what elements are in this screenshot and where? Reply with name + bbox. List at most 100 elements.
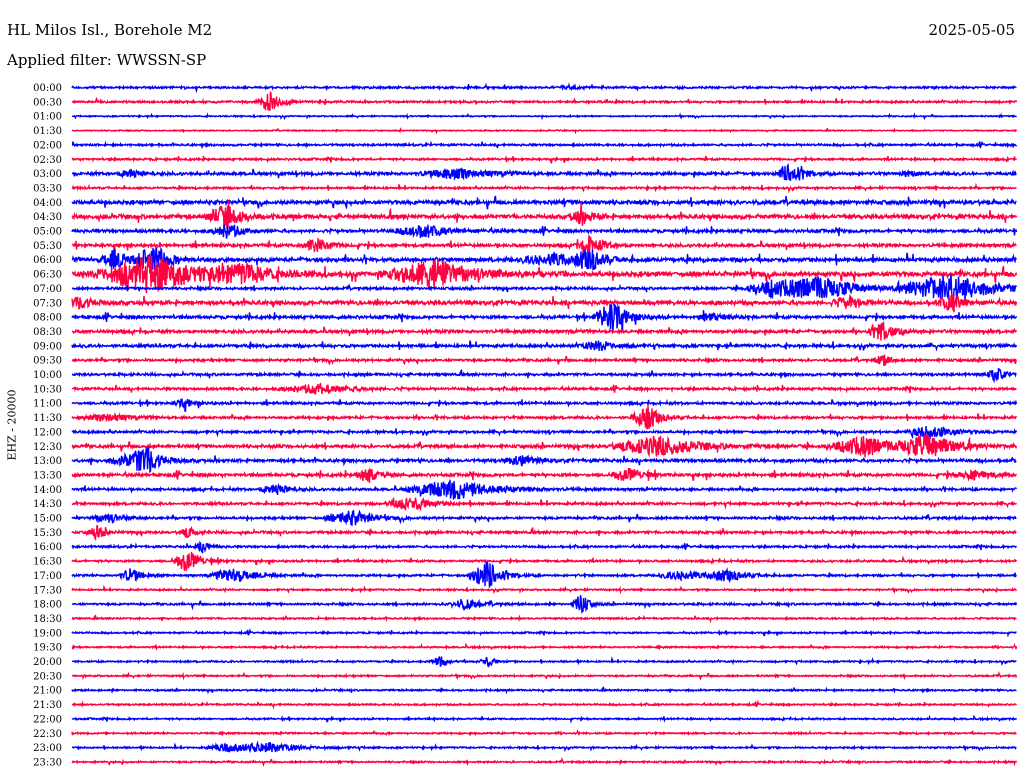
trace-row — [71, 496, 1018, 512]
row-time-label: 01:00 — [33, 112, 62, 123]
trace-row — [71, 509, 1017, 526]
trace-row — [71, 425, 1018, 440]
row-time-label: 16:00 — [33, 542, 62, 553]
trace-row — [72, 162, 1017, 182]
row-time-label: 07:30 — [33, 298, 62, 309]
trace-row — [71, 368, 1017, 384]
trace-row — [71, 224, 1018, 239]
trace-row — [71, 595, 1018, 614]
row-time-label: 05:00 — [33, 227, 62, 238]
row-time-label: 21:00 — [33, 686, 62, 697]
trace-row — [71, 584, 1017, 595]
row-time-label: 10:30 — [33, 384, 62, 395]
row-time-label: 12:30 — [33, 442, 62, 453]
trace-row — [71, 293, 1018, 313]
trace-row — [71, 140, 1018, 150]
trace-row — [71, 479, 1018, 500]
row-time-label: 14:30 — [33, 499, 62, 510]
trace-row — [71, 714, 1018, 724]
trace-row — [71, 728, 1017, 737]
row-time-label: 11:00 — [33, 399, 62, 410]
trace-row — [71, 340, 1018, 352]
row-time-label: 04:30 — [33, 212, 62, 223]
trace-row — [71, 540, 1018, 554]
row-time-label: 03:30 — [33, 183, 62, 194]
trace-row — [71, 235, 1017, 254]
row-time-label: 15:30 — [33, 528, 62, 539]
trace-row — [71, 551, 1018, 572]
trace-row — [71, 524, 1017, 542]
row-time-label: 20:30 — [33, 671, 62, 682]
row-time-label: 18:30 — [33, 614, 62, 625]
trace-row — [71, 740, 1017, 754]
row-time-label: 06:30 — [33, 270, 62, 281]
date-label: 2025-05-05 — [928, 21, 1015, 39]
row-time-label: 06:00 — [33, 255, 62, 266]
trace-row — [71, 642, 1018, 652]
trace-row — [71, 321, 1018, 341]
row-time-label: 17:00 — [33, 571, 62, 582]
row-time-label: 13:30 — [33, 470, 62, 481]
trace-row — [71, 255, 1018, 294]
trace-row — [71, 627, 1017, 638]
row-time-label: 19:30 — [33, 643, 62, 654]
trace-row — [71, 303, 1018, 331]
trace-row — [71, 112, 1017, 121]
row-time-label: 21:30 — [33, 700, 62, 711]
trace-row — [71, 354, 1017, 367]
trace-row — [71, 195, 1017, 210]
row-time-label: 00:30 — [33, 97, 62, 108]
row-time-label: 12:00 — [33, 427, 62, 438]
row-time-label: 18:00 — [33, 600, 62, 611]
row-time-label: 20:00 — [33, 657, 62, 668]
trace-row — [71, 467, 1018, 483]
filter-label: Applied filter: WWSSN-SP — [7, 51, 207, 69]
trace-row — [71, 434, 1018, 458]
row-time-label: 17:30 — [33, 585, 62, 596]
trace-row — [71, 561, 1017, 588]
row-time-label: 08:30 — [33, 327, 62, 338]
trace-row — [71, 405, 1017, 430]
trace-row — [71, 127, 1018, 135]
row-time-label: 01:30 — [33, 126, 62, 137]
row-time-label: 14:00 — [33, 485, 62, 496]
row-time-label: 23:30 — [33, 757, 62, 768]
trace-row — [71, 91, 1018, 112]
trace-row — [71, 756, 1018, 767]
row-time-label: 09:00 — [33, 341, 62, 352]
trace-row — [71, 182, 1017, 194]
trace-row — [71, 155, 1018, 164]
trace-row — [71, 274, 1018, 305]
station-title: HL Milos Isl., Borehole M2 — [7, 21, 213, 39]
row-time-label: 15:00 — [33, 514, 62, 525]
row-time-label: 05:30 — [33, 241, 62, 252]
trace-row — [71, 82, 1017, 94]
row-time-label: 09:30 — [33, 356, 62, 367]
row-time-label: 02:30 — [33, 155, 62, 166]
row-time-label: 08:00 — [33, 313, 62, 324]
trace-row — [71, 382, 1017, 395]
row-time-label: 23:00 — [33, 743, 62, 754]
trace-row — [71, 686, 1017, 695]
trace-row — [71, 699, 1017, 710]
row-time-label: 00:00 — [33, 83, 62, 94]
trace-row — [71, 670, 1018, 681]
row-time-label: 22:00 — [33, 714, 62, 725]
trace-row — [71, 447, 1017, 474]
row-time-label: 22:30 — [33, 729, 62, 740]
trace-row — [71, 398, 1018, 413]
row-time-label: 03:00 — [33, 169, 62, 180]
row-time-label: 10:00 — [33, 370, 62, 381]
row-time-label: 11:30 — [33, 413, 62, 424]
row-time-label: 04:00 — [33, 198, 62, 209]
row-time-label: 13:00 — [33, 456, 62, 467]
trace-row — [71, 614, 1017, 624]
row-time-label: 19:00 — [33, 628, 62, 639]
row-time-label: 16:30 — [33, 557, 62, 568]
trace-row — [71, 200, 1018, 231]
trace-row — [71, 246, 1018, 274]
row-time-label: 07:00 — [33, 284, 62, 295]
row-time-label: 02:00 — [33, 140, 62, 151]
trace-row — [72, 655, 1017, 668]
